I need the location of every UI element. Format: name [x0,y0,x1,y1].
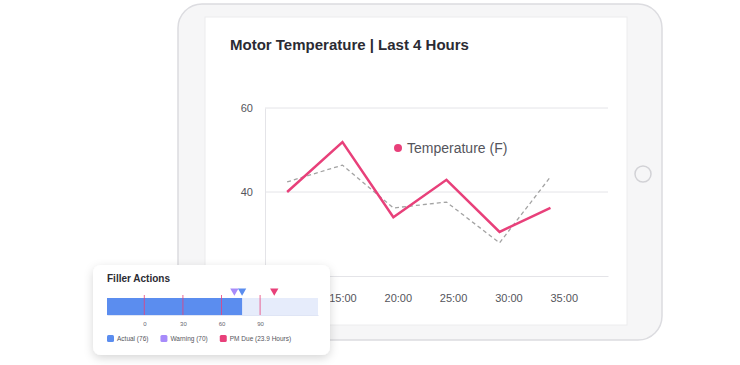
x-tick-label: 60 [219,321,226,327]
x-tick-label: 20:00 [385,292,413,304]
x-tick: 0 [143,315,147,327]
x-tick-label: 90 [257,321,264,327]
marker [270,289,278,296]
card: Filler Actions 0 30 60 90 Actual (76) Warning … [93,265,330,355]
x-tick: 25:00 [440,276,468,304]
x-tick-label: 0 [143,321,147,327]
y-axis: 40 60 [241,102,266,276]
x-tick-label: 30 [180,321,187,327]
y-tick: 40 [241,186,265,198]
marker [238,289,246,296]
legend: Temperature (F) [394,140,507,156]
x-tick-label: 25:00 [440,292,468,304]
x-tick: 35:00 [550,276,578,304]
grid-line [182,295,183,315]
page: Motor Temperature | Last 4 Hours 40 60 15:0… [0,0,740,365]
x-axis-line [108,315,319,316]
card-title: Filler Actions [107,273,170,284]
legend-label: Warning (70) [170,335,207,343]
y-axis-line [265,109,266,277]
grid-line [144,295,145,315]
y-tick-label: 40 [241,186,253,198]
legend-marker [220,335,227,342]
x-tick: 60 [219,315,226,327]
x-tick: 90 [257,315,264,327]
legend-marker [160,335,167,342]
track [107,298,318,315]
x-tick-label: 35:00 [550,292,578,304]
grid-line [260,295,261,315]
grid-line [265,108,608,109]
card-background [93,265,330,355]
legend-marker [394,144,402,152]
grid-line [221,295,222,315]
legend-marker [107,335,114,342]
x-tick: 30 [180,315,187,327]
line-chart: Motor Temperature | Last 4 Hours 40 60 15:0… [230,36,609,304]
plot-area [107,289,278,315]
chart-title: Motor Temperature | Last 4 Hours [230,36,469,53]
legend-label: PM Due (23.9 Hours) [230,335,291,343]
grid-line [265,192,608,193]
legend: Actual (76) Warning (70) PM Due (23.9 Hour… [107,335,291,343]
y-tick-label: 60 [241,102,253,114]
marker [230,289,238,296]
y-tick: 60 [241,102,265,114]
series-line [287,165,550,243]
legend-label: Actual (76) [117,335,148,343]
x-axis: 0 30 60 90 [108,315,319,327]
plot-area [287,142,550,243]
x-tick: 15:00 [329,276,357,304]
x-tick-label: 30:00 [495,292,523,304]
legend-label: Temperature (F) [407,140,507,156]
home-button [635,166,651,182]
x-tick-label: 15:00 [329,292,357,304]
x-tick: 20:00 [385,276,413,304]
grid [265,108,608,192]
x-tick: 30:00 [495,276,523,304]
